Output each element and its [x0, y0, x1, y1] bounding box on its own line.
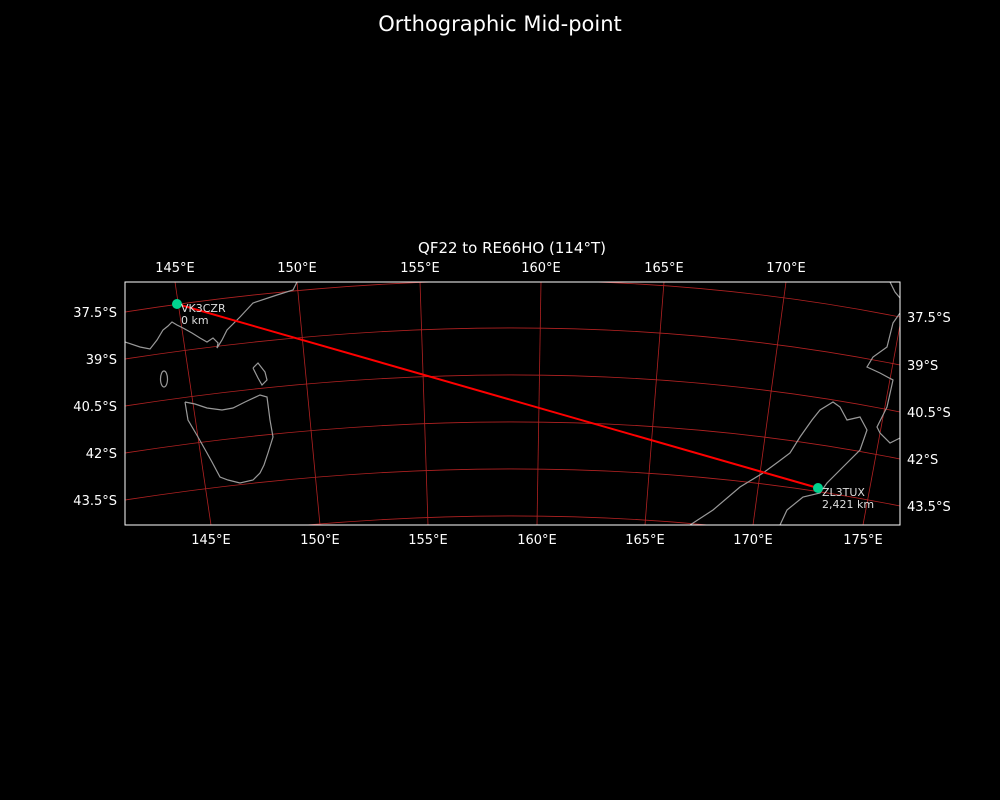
parallel-line — [125, 421, 900, 460]
figure-title: Orthographic Mid-point — [378, 12, 622, 36]
lon-tick-label-bottom: 175°E — [843, 533, 883, 548]
station-distance: 0 km — [181, 314, 209, 327]
station-marker[interactable] — [172, 299, 182, 309]
lon-tick-label-top: 155°E — [400, 261, 440, 276]
station-call: VK3CZR — [181, 302, 226, 315]
meridian-line — [752, 282, 787, 525]
lat-tick-label-right: 39°S — [907, 359, 938, 374]
lat-tick-label-right: 42°S — [907, 453, 938, 468]
lon-tick-label-top: 145°E — [155, 261, 195, 276]
meridian-line — [644, 282, 665, 525]
lat-tick-label-left: 43.5°S — [73, 494, 117, 509]
parallel-line — [301, 515, 712, 525]
coastline-nz-north-island — [866, 312, 900, 444]
parallel-line — [125, 374, 900, 413]
parallel-line — [125, 282, 900, 318]
lat-tick-label-left: 39°S — [86, 353, 117, 368]
lon-tick-label-bottom: 170°E — [733, 533, 773, 548]
lat-tick-label-right: 43.5°S — [907, 500, 951, 515]
lat-tick-label-left: 42°S — [86, 447, 117, 462]
lon-tick-label-bottom: 145°E — [191, 533, 231, 548]
coastline-nz-north-tip — [889, 282, 900, 299]
great-circle-path — [176, 303, 819, 489]
meridian-line — [536, 282, 542, 525]
map-frame — [124, 281, 901, 526]
coastline-australia — [125, 282, 298, 350]
lon-tick-label-bottom: 155°E — [408, 533, 448, 548]
meridian-line — [862, 323, 900, 525]
parallel-line — [125, 327, 900, 366]
station-distance: 2,421 km — [822, 498, 874, 511]
meridian-line — [296, 282, 321, 525]
lon-tick-label-bottom: 165°E — [625, 533, 665, 548]
lon-tick-label-top: 150°E — [277, 261, 317, 276]
map-title: QF22 to RE66HO (114°T) — [418, 239, 606, 257]
lat-tick-label-right: 40.5°S — [907, 406, 951, 421]
meridian-line — [419, 282, 429, 525]
station-zl3tux[interactable]: ZL3TUX 2,421 km — [813, 483, 874, 511]
lon-tick-label-bottom: 150°E — [300, 533, 340, 548]
lon-tick-label-top: 170°E — [766, 261, 806, 276]
lon-tick-label-bottom: 160°E — [517, 533, 557, 548]
lat-tick-label-left: 37.5°S — [73, 306, 117, 321]
lon-tick-label-top: 160°E — [521, 261, 561, 276]
coastline-king-island — [159, 370, 169, 388]
lat-tick-label-right: 37.5°S — [907, 311, 951, 326]
station-call: ZL3TUX — [822, 486, 865, 499]
lon-tick-label-top: 165°E — [644, 261, 684, 276]
coastlines — [125, 282, 900, 525]
station-marker[interactable] — [813, 483, 823, 493]
parallel-line — [125, 468, 900, 507]
graticule — [125, 282, 900, 525]
station-vk3czr[interactable]: VK3CZR 0 km — [172, 299, 226, 327]
coastline-flinders-island — [252, 362, 268, 386]
lat-tick-label-left: 40.5°S — [73, 400, 117, 415]
coastline-tasmania — [184, 394, 274, 484]
